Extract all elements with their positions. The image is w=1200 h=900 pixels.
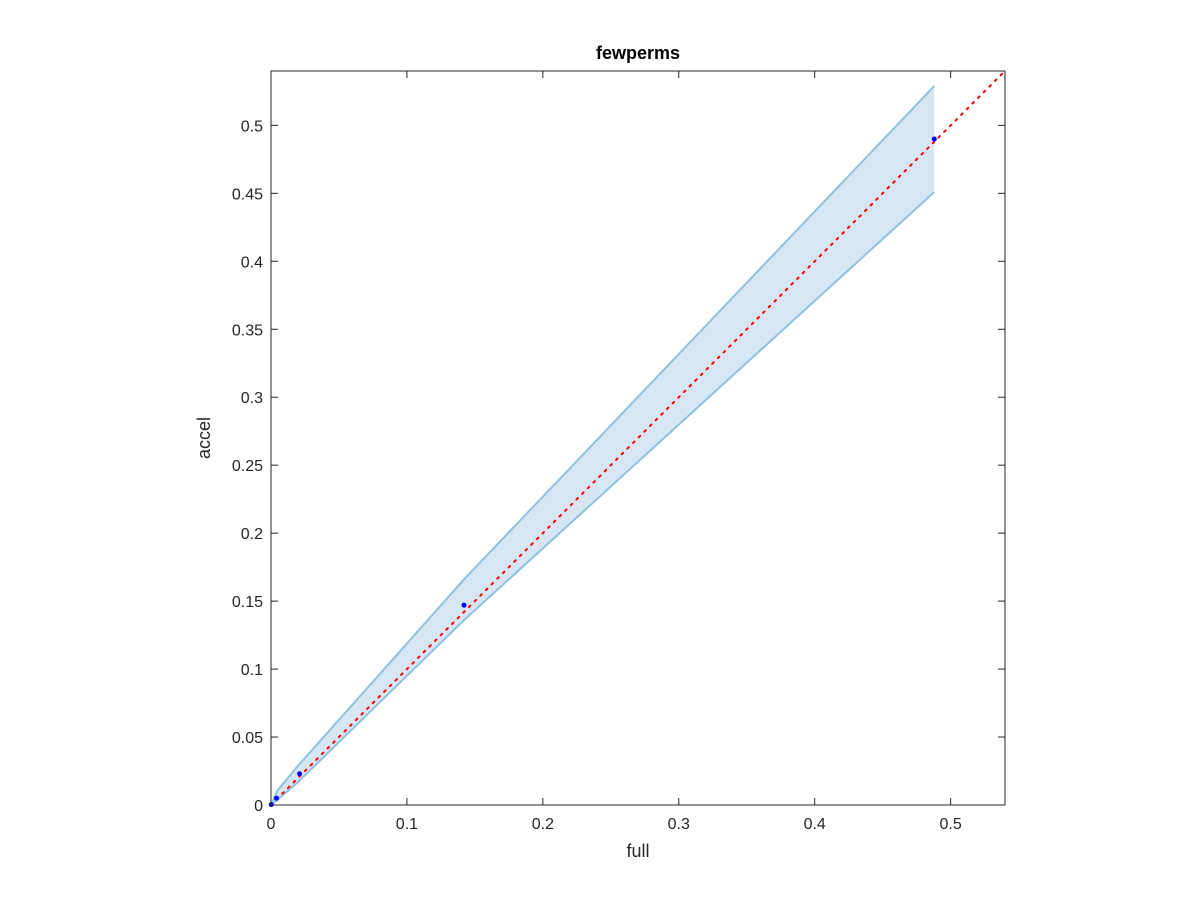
y-tick-label: 0.5 <box>241 118 263 135</box>
y-tick-label: 0.15 <box>232 594 263 611</box>
y-tick-label: 0.05 <box>232 730 263 747</box>
y-tick-label: 0.1 <box>241 662 263 679</box>
plot-area-frame <box>270 70 1006 806</box>
data-point <box>297 771 303 777</box>
data-point <box>273 795 279 801</box>
band-upper-edge <box>270 85 936 806</box>
y-axis-label: accel <box>194 417 214 459</box>
y-tick-label: 0.4 <box>241 254 263 271</box>
confidence-band-fill <box>271 85 935 806</box>
x-tick-label: 0.1 <box>396 816 418 833</box>
x-axis-label: full <box>626 841 649 861</box>
data-point <box>461 602 467 608</box>
confidence-band-layer <box>270 85 936 806</box>
identity-reference-line <box>270 70 1006 806</box>
data-point <box>931 136 937 142</box>
y-tick-label: 0.25 <box>232 458 263 475</box>
y-tick-label: 0.2 <box>241 526 263 543</box>
chart-title: fewperms <box>596 43 680 63</box>
x-tick-label: 0.3 <box>668 816 690 833</box>
y-tick-label: 0.45 <box>232 186 263 203</box>
y-tick-label: 0.35 <box>232 322 263 339</box>
reference-line-layer <box>270 70 1006 806</box>
x-axis-ticks: 0 0.1 0.2 0.3 0.4 0.5 <box>267 71 962 833</box>
x-tick-label: 0.2 <box>532 816 554 833</box>
x-tick-label: 0.4 <box>804 816 826 833</box>
x-tick-label: 0 <box>267 816 276 833</box>
x-tick-label: 0.5 <box>940 816 962 833</box>
band-lower-edge <box>270 191 935 806</box>
y-tick-label: 0 <box>254 798 263 815</box>
y-tick-label: 0.3 <box>241 390 263 407</box>
y-axis-ticks: 0 0.05 0.1 0.15 0.2 0.25 0.3 0.35 0.4 0.45 0.5 <box>232 118 1005 815</box>
